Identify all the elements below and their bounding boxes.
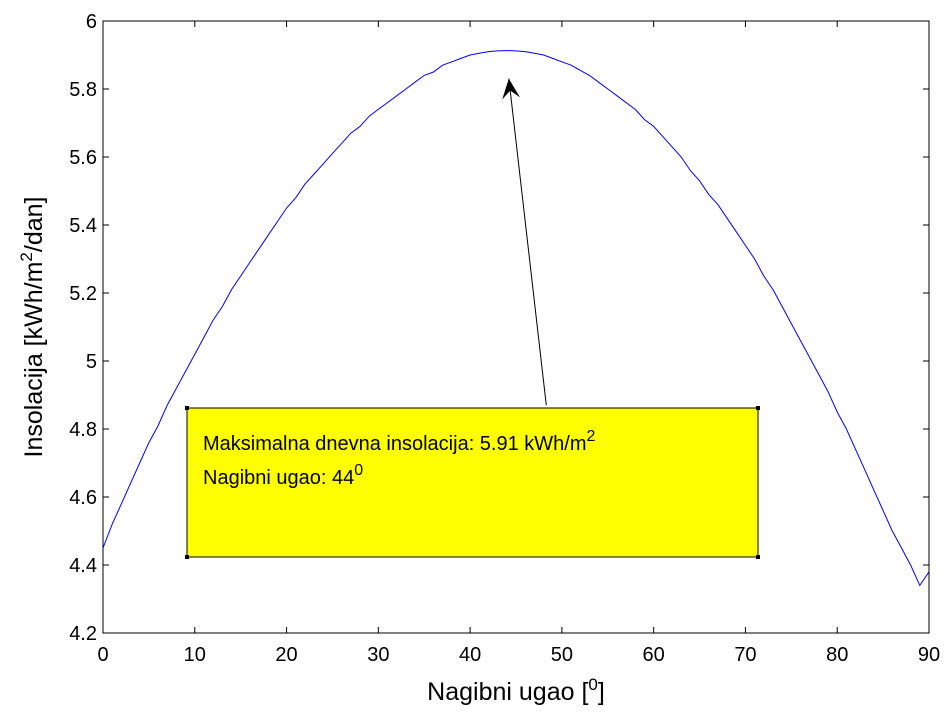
x-tick-label: 60: [643, 644, 665, 666]
y-axis-label: Insolacija [kWh/m2/dan]: [17, 197, 48, 458]
annotation-arrow-shaft: [508, 78, 547, 406]
y-tick-label: 5.2: [69, 283, 97, 305]
x-tick-label: 0: [97, 644, 108, 666]
y-tick-label: 5: [86, 351, 97, 373]
y-axis-label-superscript: 2: [17, 252, 36, 261]
plot-frame: [102, 20, 930, 634]
y-tick-label: 5.8: [69, 79, 97, 101]
x-tick-label: 70: [734, 644, 756, 666]
x-tick-label: 40: [459, 644, 481, 666]
x-tick-label: 90: [918, 644, 940, 666]
line-layer: [102, 50, 930, 587]
y-tick-label: 4.4: [69, 555, 97, 577]
y-tick-label: 4.2: [69, 623, 97, 645]
annotation-line-2: Nagibni ugao: 440: [203, 462, 363, 489]
y-tick-label: 4.6: [69, 487, 97, 509]
x-axis-label-superscript: 0: [588, 675, 597, 694]
y-tick-label: 5.4: [69, 215, 97, 237]
x-tick-label: 30: [367, 644, 389, 666]
annotation-line-2-superscript: 0: [354, 462, 363, 479]
annotation-handle: [185, 555, 189, 559]
x-axis-label: Nagibni ugao [0]: [427, 675, 605, 706]
ticks-layer: 0 10 20 30 40 50 60 70 80 904.24.44.64.855.25.45.…: [69, 11, 940, 666]
annotation-arrow-head: [502, 78, 520, 100]
series-line: [102, 50, 930, 587]
annotation-box: [186, 407, 759, 558]
annotation-handle: [756, 555, 760, 559]
annotation-handle: [756, 406, 760, 410]
x-tick-label: 20: [275, 644, 297, 666]
y-tick-label: 5.6: [69, 147, 97, 169]
annotation-line-1: Maksimalna dnevna insolacija: 5.91 kWh/m…: [203, 428, 596, 455]
x-tick-label: 50: [551, 644, 573, 666]
annotation-layer: Maksimalna dnevna insolacija: 5.91 kWh/m…: [185, 78, 760, 559]
x-tick-label: 10: [184, 644, 206, 666]
y-tick-label: 4.8: [69, 419, 97, 441]
annotation-handle: [185, 406, 189, 410]
x-tick-label: 80: [826, 644, 848, 666]
y-tick-label: 6: [86, 11, 97, 33]
annotation-line-1-superscript: 2: [587, 428, 596, 445]
